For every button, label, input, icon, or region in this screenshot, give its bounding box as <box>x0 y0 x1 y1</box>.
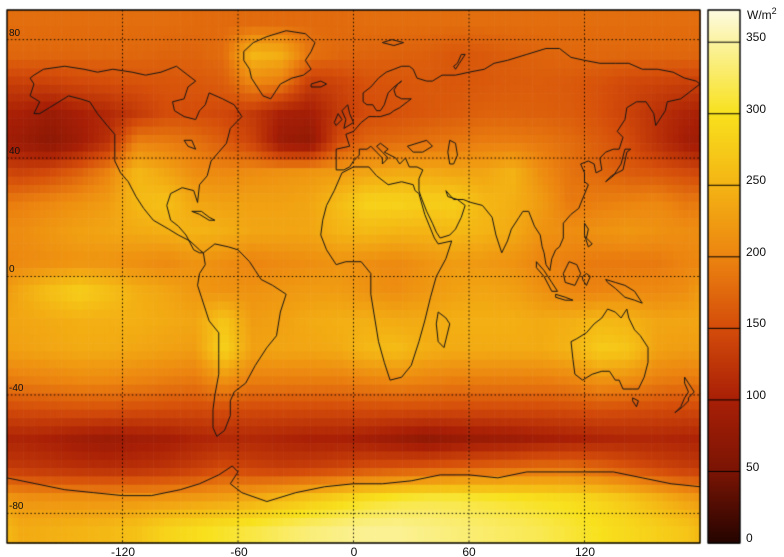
y-tick-label: 40 <box>9 146 21 157</box>
colorbar-tick-label: 50 <box>746 460 760 474</box>
colorbar-tick-label: 150 <box>746 316 767 330</box>
colorbar-tick-label: 300 <box>746 102 767 116</box>
x-tick-label: 120 <box>574 545 596 557</box>
colorbar-tick-label: 250 <box>746 173 767 187</box>
x-tick-label: -60 <box>230 545 248 557</box>
x-tick-label: 0 <box>350 545 358 557</box>
y-tick-label: 0 <box>9 264 15 275</box>
x-tick-label: 60 <box>462 545 476 557</box>
y-tick-label: -40 <box>9 383 24 394</box>
y-tick-label: -80 <box>9 501 24 512</box>
colorbar-tick-label: 100 <box>746 388 767 402</box>
colorbar-tick-label: 0 <box>746 531 753 545</box>
colorbar-tick-label: 350 <box>746 30 767 44</box>
colorbar-tick-label: 200 <box>746 245 767 259</box>
unit-exponent: 2 <box>771 6 777 16</box>
colorbar-unit-label: W/m2 <box>747 6 777 22</box>
x-tick-label: -120 <box>110 545 136 557</box>
unit-base: W/m <box>747 8 772 22</box>
y-tick-label: 80 <box>9 28 21 39</box>
